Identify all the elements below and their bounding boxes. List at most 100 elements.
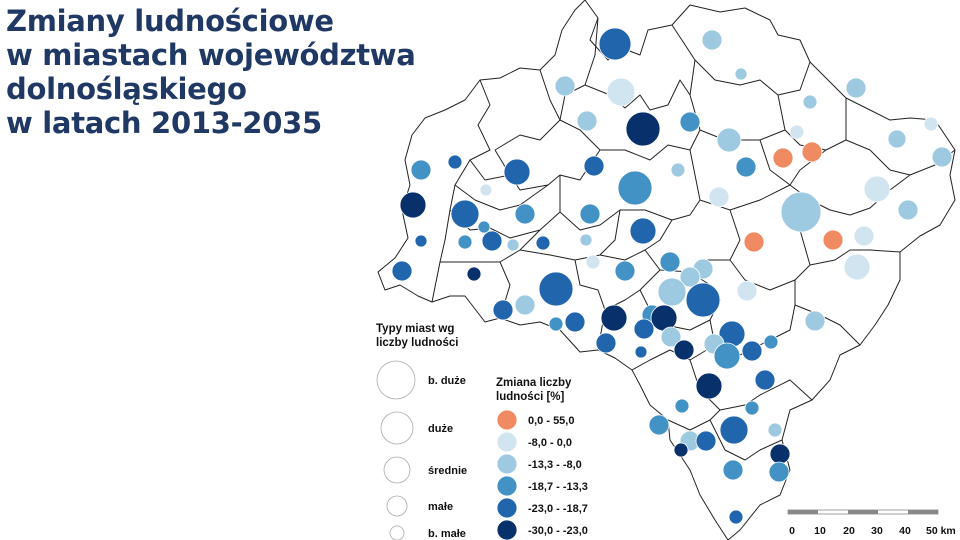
city-marker[interactable] — [579, 203, 601, 225]
city-marker[interactable] — [772, 147, 794, 169]
scale-bar-segment — [908, 510, 938, 514]
color-class-swatch — [496, 497, 518, 519]
size-label-small: małe — [428, 501, 453, 513]
district-line — [667, 409, 721, 431]
city-marker[interactable] — [614, 260, 636, 282]
city-marker[interactable] — [734, 67, 748, 81]
city-marker[interactable] — [535, 235, 551, 251]
scale-bar-segment — [848, 510, 878, 514]
city-marker[interactable] — [708, 186, 730, 208]
city-marker[interactable] — [843, 253, 871, 281]
city-marker[interactable] — [670, 162, 686, 178]
city-marker[interactable] — [685, 282, 721, 318]
city-marker[interactable] — [763, 334, 779, 350]
city-marker[interactable] — [399, 191, 427, 219]
city-marker[interactable] — [853, 225, 875, 247]
city-marker[interactable] — [743, 231, 765, 253]
color-class-label: -30,0 - -23,0 — [528, 525, 588, 537]
city-marker[interactable] — [466, 266, 482, 282]
city-marker[interactable] — [741, 340, 763, 362]
city-marker[interactable] — [410, 159, 432, 181]
city-marker[interactable] — [719, 415, 749, 445]
color-class-label: -18,7 - -13,3 — [528, 481, 588, 493]
city-marker[interactable] — [897, 199, 919, 221]
city-marker[interactable] — [634, 345, 648, 359]
city-marker[interactable] — [679, 266, 701, 288]
city-marker[interactable] — [722, 459, 744, 481]
city-marker[interactable] — [598, 27, 632, 61]
city-marker[interactable] — [660, 326, 682, 348]
city-marker[interactable] — [744, 400, 760, 416]
city-marker[interactable] — [736, 280, 758, 302]
city-marker[interactable] — [450, 199, 480, 229]
city-marker[interactable] — [822, 229, 844, 251]
city-marker[interactable] — [887, 129, 907, 149]
city-marker[interactable] — [457, 234, 473, 250]
city-marker[interactable] — [600, 304, 628, 332]
city-marker[interactable] — [576, 110, 598, 132]
city-marker[interactable] — [391, 260, 413, 282]
city-marker[interactable] — [492, 299, 514, 321]
city-marker[interactable] — [754, 369, 776, 391]
city-marker[interactable] — [564, 311, 586, 333]
city-marker[interactable] — [804, 310, 826, 332]
city-marker[interactable] — [414, 234, 428, 248]
city-marker[interactable] — [657, 277, 687, 307]
city-marker[interactable] — [625, 111, 661, 147]
city-marker[interactable] — [716, 127, 742, 153]
city-marker[interactable] — [695, 372, 723, 400]
city-marker[interactable] — [923, 116, 939, 132]
city-marker[interactable] — [538, 271, 574, 307]
city-marker[interactable] — [606, 77, 636, 107]
city-marker[interactable] — [514, 203, 536, 225]
city-marker[interactable] — [579, 233, 593, 247]
district-line — [454, 184, 549, 211]
city-marker[interactable] — [506, 238, 520, 252]
city-marker[interactable] — [583, 155, 605, 177]
city-marker[interactable] — [447, 154, 463, 170]
city-marker[interactable] — [728, 509, 744, 525]
city-marker[interactable] — [931, 146, 953, 168]
city-marker[interactable] — [629, 217, 657, 245]
district-line — [794, 304, 861, 346]
city-marker[interactable] — [659, 251, 681, 273]
size-legend-heading-2: liczby ludności — [376, 337, 458, 349]
city-marker[interactable] — [477, 220, 491, 234]
scale-bar-segment — [788, 510, 818, 514]
city-marker[interactable] — [768, 461, 790, 483]
title-line-1: Zmiany ludnościowe — [6, 4, 334, 38]
size-symbol-large — [380, 411, 414, 445]
city-marker[interactable] — [735, 156, 757, 178]
city-marker[interactable] — [479, 183, 493, 197]
city-marker[interactable] — [617, 170, 653, 206]
city-marker[interactable] — [673, 339, 695, 361]
city-marker[interactable] — [554, 75, 576, 97]
city-marker[interactable] — [514, 294, 536, 316]
city-marker[interactable] — [481, 230, 503, 252]
city-marker[interactable] — [780, 191, 822, 233]
color-legend-heading-1: Zmiana liczby — [496, 377, 572, 389]
city-marker[interactable] — [801, 141, 823, 163]
city-marker[interactable] — [679, 111, 701, 133]
legend-city-size: Typy miast wg liczby ludności b. duże du… — [376, 323, 467, 540]
city-marker[interactable] — [503, 158, 531, 186]
city-marker[interactable] — [548, 316, 564, 332]
city-marker[interactable] — [789, 124, 805, 140]
city-marker[interactable] — [767, 422, 783, 438]
city-marker[interactable] — [845, 77, 867, 99]
city-marker[interactable] — [633, 318, 655, 340]
city-marker[interactable] — [863, 175, 891, 203]
city-marker[interactable] — [673, 442, 689, 458]
district-line — [631, 344, 716, 371]
city-marker[interactable] — [695, 430, 717, 452]
city-marker[interactable] — [802, 94, 818, 110]
city-marker[interactable] — [769, 443, 791, 465]
city-marker[interactable] — [585, 254, 601, 270]
city-marker[interactable] — [648, 414, 670, 436]
city-marker[interactable] — [701, 29, 723, 51]
city-marker[interactable] — [713, 342, 741, 370]
size-symbol-small — [386, 495, 408, 517]
city-marker[interactable] — [674, 398, 690, 414]
city-marker[interactable] — [595, 332, 617, 354]
